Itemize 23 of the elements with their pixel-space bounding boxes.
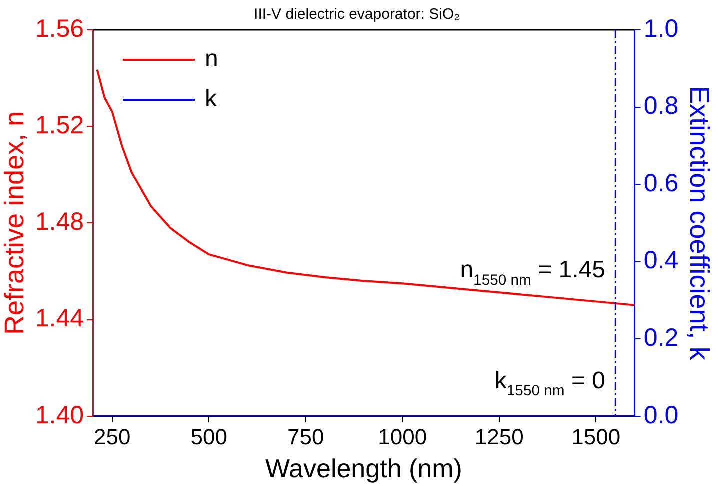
text: 1.0 bbox=[644, 14, 679, 43]
x-tick-label: 1250 bbox=[474, 424, 524, 450]
x-tick-label: 750 bbox=[288, 424, 324, 450]
text: 0.0 bbox=[644, 401, 679, 430]
y-tick-label: 1.52 bbox=[35, 111, 84, 140]
x-tick-label: 500 bbox=[190, 424, 228, 450]
y-tick-label: 1.56 bbox=[35, 14, 84, 43]
y2-axis-title: Extinction coefficient, k bbox=[684, 86, 714, 361]
x-axis-title: Wavelength (nm) bbox=[265, 454, 462, 484]
x-tick-label: 1500 bbox=[572, 424, 621, 450]
y2-tick-label: 0.4 bbox=[644, 246, 679, 275]
y-tick-label: 1.44 bbox=[35, 304, 84, 333]
y-axis-title: Refractive index, n bbox=[0, 111, 30, 336]
y2-tick-label: 0.2 bbox=[644, 324, 679, 352]
text: 1.40 bbox=[35, 401, 84, 430]
chart-title: III-V dielectric evaporator: SiO₂ bbox=[254, 6, 460, 24]
y2-tick-label: 0.8 bbox=[644, 92, 679, 120]
legend-label: n bbox=[205, 46, 218, 73]
legend-label: k bbox=[205, 86, 218, 113]
y2-tick-label: 0.6 bbox=[644, 169, 679, 198]
x-tick-label: 250 bbox=[94, 424, 131, 450]
y-tick-label: 1.48 bbox=[35, 208, 84, 236]
x-tick-label: 1000 bbox=[378, 424, 428, 450]
